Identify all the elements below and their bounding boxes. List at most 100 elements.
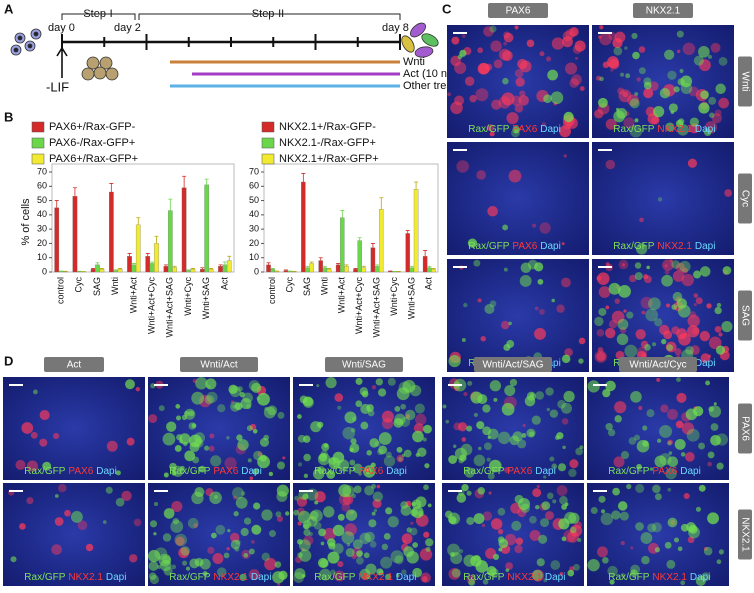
column-header-box [619,357,697,372]
bar [99,268,105,273]
row-header: PAX6 [739,416,750,441]
cell-signal [327,551,340,564]
cell-signal [240,527,249,537]
cell-signal [624,46,628,50]
cell-signal [411,506,424,519]
cell-signal [676,30,684,38]
x-tick-label: Wnti [319,277,329,295]
cell-signal [619,72,625,77]
cell-signal [643,77,652,86]
cell-signal [689,311,697,318]
cell-signal [491,99,502,110]
cell-signal [557,399,566,409]
legend-label: PAX6-/Rax-GFP+ [49,137,135,149]
cell-signal [314,500,319,505]
cell-signal [629,124,643,138]
cell-signal [529,431,535,437]
cell-signal [681,422,695,435]
cell-signal [206,391,218,403]
cell-signal [562,445,566,450]
error-bar [423,250,428,257]
cell-signal [381,410,394,423]
cell-signal [629,274,637,283]
cell-signal [334,393,344,402]
bar [172,267,178,273]
cell-signal [297,510,311,524]
cell-signal [468,579,476,586]
cell-signal [703,546,713,556]
x-tick-label: SAG [302,277,312,296]
cell-signal [636,463,643,470]
cell-signal [512,431,523,442]
cell-signal [187,517,199,529]
cell-signal [561,277,571,288]
cell-signal [387,377,396,386]
cell-signal [543,94,552,104]
cell-signal [490,518,503,530]
cell-signal [235,496,248,509]
bar [127,256,132,273]
cell-signal [458,458,464,464]
cell-signal [314,491,326,503]
cell-signal [721,320,733,333]
cell-signal [505,568,510,573]
cell-signal [654,455,667,468]
cell-signal [614,415,622,423]
cell-signal [534,262,544,272]
cell-signal [355,400,363,408]
cell-signal [163,566,173,576]
cell-signal [667,439,673,445]
cell-signal [121,490,132,502]
cell-signal [698,102,710,114]
cell-signal [540,518,550,528]
y-tick-label: 0 [42,266,47,276]
cell-signal [682,42,696,56]
error-bar [336,263,341,265]
bar [427,267,432,273]
cell-signal [481,523,486,528]
cell-signal [598,97,608,108]
caption-part: Dapi [241,466,262,477]
cell-signal [614,401,627,414]
cell-signal [332,524,345,537]
cell-signal [509,378,518,387]
cell-signal [569,27,579,37]
cell-signal [698,59,711,72]
cell-signal [412,567,422,578]
cell-signal [464,76,475,86]
cell-signal [216,567,227,577]
cell-signal [514,25,519,30]
cell-signal [423,531,430,538]
bar [145,256,151,273]
cell-signal [672,291,683,302]
cell-signal [404,409,416,421]
cell-signal [179,465,185,471]
caption-part: Rax/GFP [169,466,210,477]
cell-signal [657,197,663,202]
error-bar [357,237,362,241]
error-bar [131,263,136,265]
cell-signal [237,386,243,392]
bar [305,267,310,273]
treatment-label: Wnti [403,56,425,68]
cell-signal [671,260,680,269]
cell-signal [498,547,503,552]
caption-part: Rax/GFP [24,466,65,477]
cell-signal [667,487,672,492]
cell-signal [531,415,541,425]
legend-label: NKX2.1-/Rax-GFP+ [279,137,376,149]
cell-signal [239,391,245,398]
cell-signal [634,262,642,269]
cell-signal [425,538,434,547]
cell-signal [463,302,468,308]
cell-signal [243,517,252,525]
x-tick-label: Act [219,277,229,291]
error-bar [186,269,191,271]
legend-swatch [31,121,45,133]
cell-signal [707,451,715,459]
